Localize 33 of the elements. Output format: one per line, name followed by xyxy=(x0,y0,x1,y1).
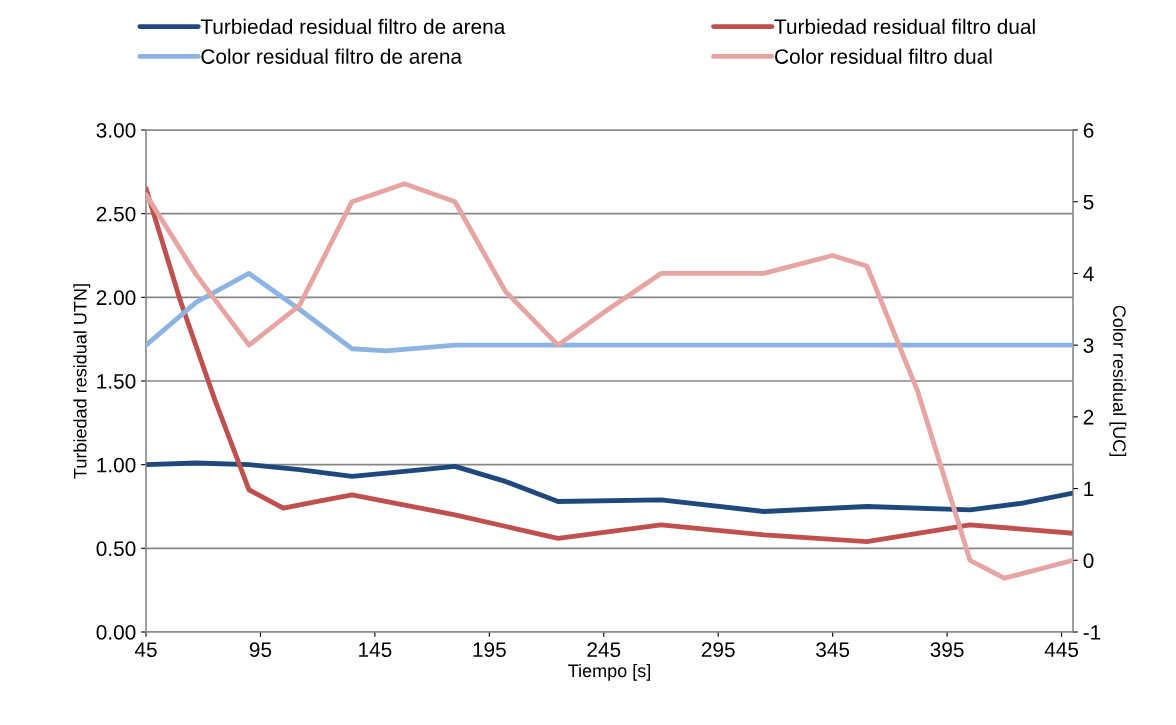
x-tick-label: 245 xyxy=(587,642,621,658)
y-tick-label: 3.00 xyxy=(96,123,136,138)
y2-tick-label: 4 xyxy=(1083,266,1094,281)
legend-label: Turbiedad residual filtro dual xyxy=(774,18,1035,35)
y2-tick-label: 3 xyxy=(1083,338,1094,353)
line-series xyxy=(146,271,1073,354)
x-tick-label: 95 xyxy=(249,642,272,658)
y-tick-label: 0.50 xyxy=(96,541,136,557)
y-tick-label: 2.50 xyxy=(96,206,136,222)
x-tick-label: 445 xyxy=(1044,642,1079,658)
y2-tick-label: 0 xyxy=(1083,553,1094,569)
y2-tick-label: 6 xyxy=(1083,123,1094,138)
y2-tick-label: 5 xyxy=(1083,194,1094,210)
x-tick-label: 395 xyxy=(930,642,964,658)
legend-label: Color residual filtro dual xyxy=(775,48,992,64)
x-axis-title: Tiempo [s] xyxy=(568,663,651,681)
y-axis-title: Turbiedad residual UTN] xyxy=(73,284,91,479)
y2-tick-label: 2 xyxy=(1083,409,1094,425)
legend-label: Turbiedad residual filtro de arena xyxy=(200,18,506,35)
x-tick-label: 45 xyxy=(134,642,157,658)
x-tick-label: 295 xyxy=(701,642,735,658)
y2-tick-label: -1 xyxy=(1083,625,1101,640)
x-tick-label: 145 xyxy=(359,642,392,658)
x-tick-label: 345 xyxy=(816,642,850,658)
x-tick-label: 195 xyxy=(473,642,506,658)
line-series xyxy=(146,460,1073,514)
y2-tick-label: 1 xyxy=(1084,481,1094,497)
y-tick-label: 0.00 xyxy=(96,625,136,640)
y-tick-label: 2.00 xyxy=(96,290,136,306)
legend-label: Color residual filtro de arena xyxy=(201,48,463,64)
y-tick-label: 1.00 xyxy=(97,457,136,473)
y2-axis-title: Color residual [UC] xyxy=(1109,305,1127,456)
y-tick-label: 1.50 xyxy=(97,374,136,389)
